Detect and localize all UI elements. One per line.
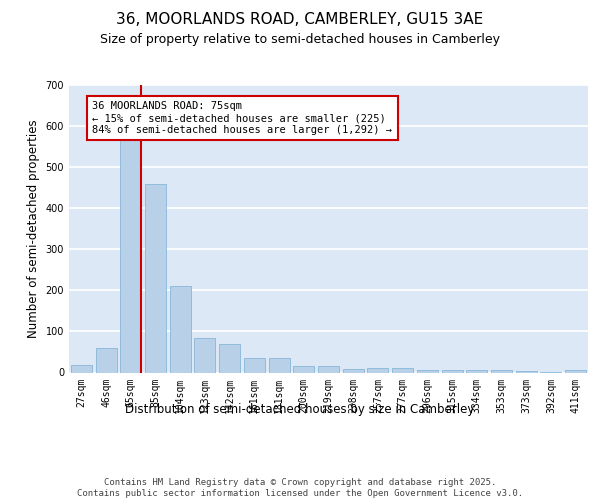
Bar [343,369,364,372]
Bar [318,366,339,372]
Bar [466,370,487,372]
Text: Distribution of semi-detached houses by size in Camberley: Distribution of semi-detached houses by … [125,402,475,415]
Bar [120,140,141,372]
Bar [491,370,512,372]
Bar [367,368,388,372]
Bar [95,348,116,372]
Text: 36 MOORLANDS ROAD: 75sqm
← 15% of semi-detached houses are smaller (225)
84% of : 36 MOORLANDS ROAD: 75sqm ← 15% of semi-d… [92,102,392,134]
Bar [417,370,438,372]
Bar [194,338,215,372]
Bar [170,286,191,372]
Bar [71,365,92,372]
Bar [219,344,240,372]
Bar [293,366,314,372]
Bar [145,184,166,372]
Text: Size of property relative to semi-detached houses in Camberley: Size of property relative to semi-detach… [100,32,500,46]
Bar [269,358,290,372]
Y-axis label: Number of semi-detached properties: Number of semi-detached properties [27,120,40,338]
Bar [442,370,463,372]
Bar [244,358,265,372]
Text: 36, MOORLANDS ROAD, CAMBERLEY, GU15 3AE: 36, MOORLANDS ROAD, CAMBERLEY, GU15 3AE [116,12,484,28]
Bar [565,370,586,372]
Text: Contains HM Land Registry data © Crown copyright and database right 2025.
Contai: Contains HM Land Registry data © Crown c… [77,478,523,498]
Bar [392,368,413,372]
